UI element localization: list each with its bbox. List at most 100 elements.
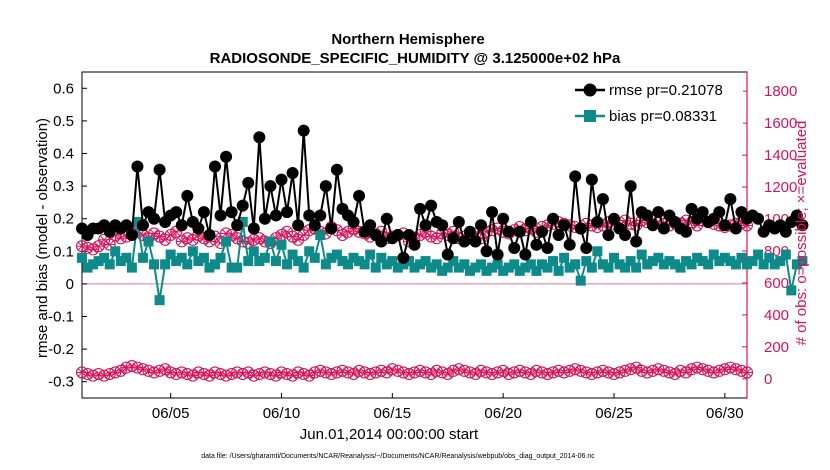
x-tick-label: 06/10 <box>263 405 301 422</box>
y-right-tick-label: 0 <box>764 371 772 388</box>
x-axis-ticks: 06/05 06/10 06/15 06/20 06/25 06/30 <box>152 393 744 422</box>
bias-point <box>664 256 675 267</box>
y-tick-label: 0.4 <box>53 146 74 163</box>
bias-point <box>304 246 315 257</box>
bias-point <box>232 262 243 273</box>
x-tick-label: 06/20 <box>484 405 522 422</box>
rmse-point <box>314 209 327 222</box>
rmse-point <box>729 222 742 235</box>
rmse-point <box>203 229 216 241</box>
y-axis-label: rmse and bias (model - observation) <box>34 118 51 358</box>
bias-point <box>343 259 353 270</box>
rmse-point <box>630 235 643 248</box>
rmse-point <box>657 222 670 235</box>
bias-point <box>636 249 647 260</box>
rmse-point <box>497 212 510 225</box>
y-right-tick-label: 600 <box>764 275 789 292</box>
rmse-point <box>286 167 299 180</box>
rmse-point <box>713 206 726 219</box>
rmse-point <box>231 219 244 232</box>
rmse-point <box>463 225 476 238</box>
rmse-point <box>364 219 377 232</box>
rmse-point <box>646 219 659 232</box>
bias-point <box>270 256 281 267</box>
y-tick-label: 0.6 <box>53 80 74 97</box>
bias-point <box>736 252 747 263</box>
bias-point <box>742 259 752 270</box>
bias-point <box>298 262 309 273</box>
bias-point <box>542 262 553 273</box>
rmse-point <box>602 229 615 241</box>
bias-point <box>176 252 187 263</box>
bias-point <box>775 256 786 267</box>
y-tick-label: 0.2 <box>53 211 74 228</box>
bias-point <box>498 265 509 276</box>
bias-point <box>137 252 148 263</box>
rmse-point <box>624 180 637 193</box>
rmse-point <box>585 173 598 186</box>
bias-point <box>88 259 99 270</box>
bias-point <box>365 249 376 260</box>
x-axis-label: Jun.01,2014 00:00:00 start <box>300 426 479 443</box>
bias-point <box>204 262 215 273</box>
chart-title: Northern Hemisphere <box>331 31 484 48</box>
bias-point <box>110 246 121 257</box>
bias-point <box>464 265 475 276</box>
rmse-point <box>513 225 526 238</box>
bias-point <box>276 239 287 250</box>
rmse-point <box>619 229 632 241</box>
rmse-point <box>486 206 499 219</box>
bias-point <box>686 259 697 270</box>
rmse-point <box>779 225 792 238</box>
bias-point <box>697 256 708 267</box>
bias-point <box>609 252 619 263</box>
bias-point <box>259 252 270 263</box>
rmse-point <box>596 193 609 206</box>
y-axis-ticks: -0.3 -0.2 -0.1 0 0.1 0.2 0.3 0.4 0.5 0.6 <box>48 80 87 391</box>
bias-point <box>104 259 115 270</box>
bias-point <box>326 252 337 263</box>
legend-bias-marker <box>584 110 596 122</box>
rmse-point <box>175 219 188 232</box>
bias-point <box>309 252 320 263</box>
bias-point <box>392 262 403 273</box>
bias-point <box>631 262 642 273</box>
legend-bias-label: bias pr=0.08331 <box>609 108 717 125</box>
rmse-series <box>76 124 809 264</box>
bias-point <box>725 256 736 267</box>
bias-point <box>320 259 331 270</box>
bias-point <box>115 256 126 267</box>
rmse-point <box>502 225 515 238</box>
rmse-point <box>414 202 427 215</box>
rmse-point <box>264 180 277 193</box>
rmse-point <box>308 219 321 232</box>
bias-point <box>669 259 680 270</box>
rmse-point <box>425 199 438 212</box>
bias-point <box>359 259 370 270</box>
x-tick-label: 06/30 <box>706 405 744 422</box>
bias-point <box>121 252 132 263</box>
bias-point <box>503 262 514 273</box>
bias-point <box>165 249 176 260</box>
rmse-point <box>353 189 366 202</box>
rmse-point <box>391 229 404 241</box>
y-right-tick-label: 1400 <box>764 147 797 164</box>
rmse-point <box>563 238 576 251</box>
bias-point <box>99 252 110 263</box>
legend-background <box>575 78 743 128</box>
bias-point <box>337 256 348 267</box>
rmse-point <box>752 212 765 225</box>
bias-point <box>525 259 536 270</box>
bias-point <box>420 256 431 267</box>
rmse-point <box>181 189 194 202</box>
bias-point <box>780 249 791 260</box>
rmse-point <box>408 238 421 251</box>
bias-point <box>553 265 564 276</box>
bias-point <box>531 265 542 276</box>
bias-point <box>282 259 293 270</box>
bias-point <box>149 259 160 270</box>
bias-point <box>520 262 531 273</box>
rmse-point <box>419 219 432 232</box>
rmse-point <box>441 248 454 261</box>
y-tick-label: 0.1 <box>53 243 74 260</box>
